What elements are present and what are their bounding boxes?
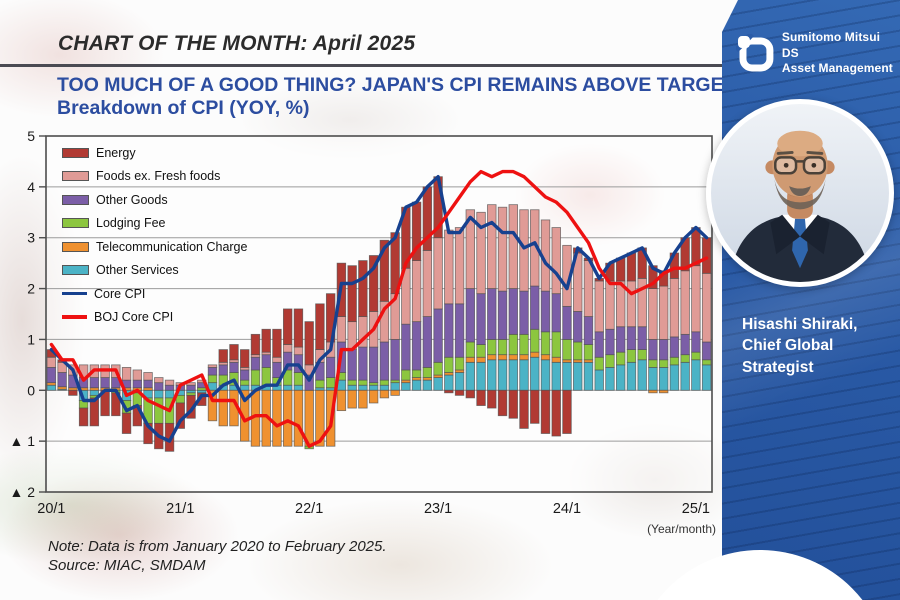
chart-title: Breakdown of CPI (YOY, %) <box>57 97 310 119</box>
cpi-breakdown-chart: 5 4 3 2 1 0 ▲ 1 ▲ 220/1 21/1 22/1 23/1 24/1 25/1 (Yea… <box>9 128 716 536</box>
svg-text:20/1: 20/1 <box>37 501 65 517</box>
svg-text:4: 4 <box>27 179 35 195</box>
legend-label: Other Goods <box>96 192 168 207</box>
strategist-photo <box>706 99 894 287</box>
foods-swatch-icon <box>62 171 89 181</box>
svg-text:1: 1 <box>27 331 35 347</box>
legend-item-lodging: Lodging Fee <box>62 216 247 231</box>
legend-item-foods: Foods ex. Fresh foods <box>62 169 247 184</box>
header-divider <box>0 64 722 67</box>
legend-label: BOJ Core CPI <box>94 310 174 324</box>
svg-text:25/1: 25/1 <box>682 501 710 517</box>
legend-item-telecom: Telecommunication Charge <box>62 239 247 254</box>
svg-text:5: 5 <box>27 128 35 144</box>
company-name-line2: Asset Management <box>781 61 893 76</box>
strategist-caption: Hisashi Shiraki, Chief Global Strategist <box>742 314 900 378</box>
page-title: TOO MUCH OF A GOOD THING? JAPAN'S CPI RE… <box>57 74 736 96</box>
svg-text:23/1: 23/1 <box>424 501 452 517</box>
boj-core-cpi-line-icon <box>62 315 87 319</box>
legend-item-core-cpi: Core CPI <box>62 286 247 301</box>
chart-footnotes: Note: Data is from January 2020 to Febru… <box>48 537 387 575</box>
svg-text:0: 0 <box>27 382 35 398</box>
legend-label: Core CPI <box>94 286 146 301</box>
svg-text:(Year/month): (Year/month) <box>647 522 716 536</box>
strategist-name: Hisashi Shiraki, <box>742 316 858 333</box>
smdam-logo-icon <box>736 34 774 72</box>
person-avatar-icon <box>729 130 871 282</box>
other-goods-swatch-icon <box>62 194 89 205</box>
svg-text:24/1: 24/1 <box>553 501 581 517</box>
page-kicker: CHART OF THE MONTH: April 2025 <box>58 32 416 55</box>
company-name-line1: Sumitomo Mitsui DS <box>781 30 881 60</box>
lodging-swatch-icon <box>62 218 89 228</box>
legend-label: Telecommunication Charge <box>96 239 248 254</box>
legend-label: Energy <box>96 145 136 160</box>
core-cpi-line-icon <box>62 291 87 296</box>
legend-item-boj-core-cpi: BOJ Core CPI <box>62 310 247 325</box>
telecom-swatch-icon <box>62 241 89 252</box>
energy-swatch-icon <box>62 147 89 158</box>
legend-label: Foods ex. Fresh foods <box>96 169 221 183</box>
company-logo: Sumitomo Mitsui DS Asset Management <box>736 30 900 77</box>
chart-legend: Energy Foods ex. Fresh foods Other Goods… <box>62 145 247 333</box>
svg-text:22/1: 22/1 <box>295 501 323 517</box>
svg-text:▲ 2: ▲ 2 <box>9 484 35 500</box>
svg-text:2: 2 <box>27 281 35 297</box>
legend-label: Lodging Fee <box>96 216 166 230</box>
legend-item-other-goods: Other Goods <box>62 192 247 207</box>
svg-text:21/1: 21/1 <box>166 501 194 517</box>
strategist-title: Chief Global Strategist <box>742 337 834 376</box>
other-services-swatch-icon <box>62 265 89 275</box>
note-line: Note: Data is from January 2020 to Febru… <box>48 538 387 555</box>
svg-text:▲ 1: ▲ 1 <box>9 433 35 449</box>
svg-text:3: 3 <box>27 230 35 246</box>
legend-item-energy: Energy <box>62 145 247 160</box>
legend-label: Other Services <box>96 263 179 277</box>
legend-item-other-services: Other Services <box>62 263 247 278</box>
brand-sidebar <box>722 0 900 600</box>
source-line: Source: MIAC, SMDAM <box>48 557 206 574</box>
company-name: Sumitomo Mitsui DS Asset Management <box>782 30 900 77</box>
